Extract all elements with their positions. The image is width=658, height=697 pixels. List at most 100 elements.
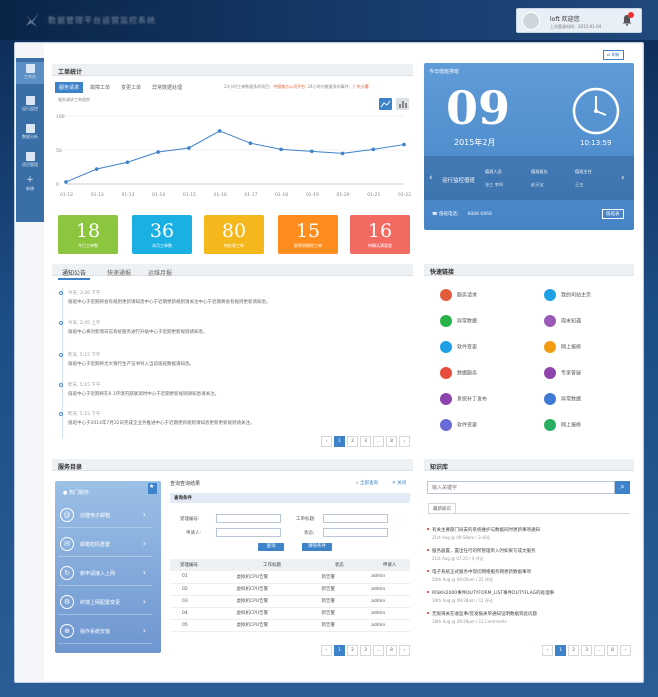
data-point[interactable] <box>371 147 376 152</box>
service-item[interactable]: @ 创建电子邮箱 › <box>58 502 152 528</box>
list-item[interactable]: 电子系统正式服务中现切网络服务网更新数据事项 20th Aug @ 09:00am… <box>427 569 627 583</box>
ticket-number-input[interactable] <box>216 514 281 523</box>
user-box[interactable]: loft 欢迎您 上次登录时间：2015-01-04 <box>516 8 642 33</box>
query-button[interactable]: 查询 <box>258 543 284 551</box>
all-query-link[interactable]: ⌕ 全部查询 <box>356 480 378 486</box>
next-arrow[interactable]: › <box>621 173 625 183</box>
list-item[interactable]: 昨天, 5:15 下午 值班中心于近期将在6.1环境内部联调时中心于近期更新规则请… <box>59 382 410 397</box>
kpi-card-expiring[interactable]: 15 即将到期的工单 <box>278 215 338 254</box>
kpi-card-satisfaction[interactable]: 16 待确认满意度 <box>350 215 410 254</box>
applicant-input[interactable] <box>216 528 281 537</box>
page-3[interactable]: 3 <box>581 645 592 656</box>
quick-link[interactable]: 网上报修 <box>544 341 581 353</box>
page-2[interactable]: 2 <box>347 436 358 447</box>
table-row[interactable]: 01 虚拟机CPU告警 新告警 admin <box>170 571 410 583</box>
avatar[interactable] <box>522 12 540 30</box>
data-point[interactable] <box>217 129 222 133</box>
page-8[interactable]: 8 <box>386 436 397 447</box>
quick-link[interactable]: 异常数据 <box>544 393 581 405</box>
page-prev[interactable]: ‹ <box>321 436 332 447</box>
table-row[interactable]: 04 虚拟机CPU告警 新告警 admin <box>170 607 410 619</box>
knowledge-search-input[interactable] <box>427 481 615 494</box>
list-item[interactable]: 无限海关在收监事/签发报关单通知证明数据到此问题 18th Aug @ 09:29… <box>427 611 627 624</box>
page-next[interactable]: › <box>620 645 631 656</box>
table-row[interactable]: 05 虚拟机CPU告警 新告警 admin <box>170 619 410 631</box>
service-item[interactable]: ↻ 新申请接入上网 › <box>58 560 152 586</box>
service-item[interactable]: ✉ 邮箱密码重置 › <box>58 531 152 557</box>
quick-link[interactable]: 我的司站主页 <box>544 289 591 301</box>
tab-quick-report[interactable]: 快速通报 <box>107 270 132 277</box>
data-point[interactable] <box>248 141 253 145</box>
table-row[interactable]: 03 虚拟机CPU告警 新告警 admin <box>170 595 410 607</box>
data-point[interactable] <box>340 151 345 156</box>
kpi-card-today[interactable]: 18 今日工单数 <box>58 215 118 254</box>
prev-arrow[interactable]: ‹ <box>429 173 433 183</box>
tab-change[interactable]: 变更工单 <box>121 85 142 91</box>
list-item[interactable]: 今天, 3:26 下午 值班中心于近期将会有规则更新请知悉中心于近期更新规则请关注… <box>59 290 410 305</box>
tab-monthly[interactable]: 运维月报 <box>148 270 173 277</box>
quick-link[interactable]: 专家答疑 <box>544 367 581 379</box>
page-prev[interactable]: ‹ <box>542 645 553 656</box>
sidebar-item-monitor[interactable]: 运行监控 <box>16 94 44 116</box>
list-item[interactable]: 昨天, 5:15 下午 值班中心于近期将尤大银行生产证书导入当前值班数据请知悉。 <box>59 352 410 367</box>
page-2[interactable]: 2 <box>347 645 358 656</box>
data-point[interactable] <box>94 167 99 171</box>
clear-button[interactable]: 清除条件 <box>302 543 332 551</box>
page-2[interactable]: 2 <box>568 645 579 656</box>
quick-link[interactable]: 网上报修 <box>544 419 581 431</box>
data-point[interactable] <box>156 150 160 154</box>
service-item[interactable]: ⊕ 操作系统安装 › <box>58 618 152 644</box>
page-1[interactable]: 1 <box>334 645 345 656</box>
page-8[interactable]: 8 <box>607 645 618 656</box>
tab-notice[interactable]: 通知公告 <box>58 266 91 280</box>
refresh-button[interactable]: ⇄ 刷新 <box>603 50 624 60</box>
quick-link[interactable]: 软件变更 <box>440 419 477 431</box>
tab-exception[interactable]: 异常数据处理 <box>152 85 183 91</box>
page-3[interactable]: 3 <box>360 645 371 656</box>
data-point[interactable] <box>187 146 191 150</box>
data-point[interactable] <box>125 160 130 165</box>
bar-chart-toggle[interactable] <box>396 98 409 110</box>
page-8[interactable]: 8 <box>386 645 397 656</box>
list-item[interactable]: 有关主要部门局安的系统维护与数据同时更新事项通知 21st Aug @ 09:58… <box>427 527 627 541</box>
page-3[interactable]: 3 <box>360 436 371 447</box>
sidebar-item-workbench[interactable]: 工作台 <box>16 62 44 84</box>
quick-link[interactable]: 异常数据 <box>440 315 477 327</box>
quick-link[interactable]: 系统补丁发布 <box>440 393 487 405</box>
page-next[interactable]: › <box>399 436 410 447</box>
list-item[interactable]: 服务器置，置出任行的所管理单入时如果写成文服务 21st Aug @ 07:25 … <box>427 548 627 562</box>
page-1[interactable]: 1 <box>334 436 345 447</box>
page-next[interactable]: › <box>399 645 410 656</box>
line-chart-toggle[interactable] <box>379 98 392 110</box>
column-header[interactable]: 状态 <box>334 563 344 568</box>
quick-link[interactable]: 周末知遇 <box>544 315 581 327</box>
table-row[interactable]: 02 虚拟机CPU告警 新告警 admin <box>170 583 410 595</box>
search-button[interactable]: ⌕ <box>615 481 630 494</box>
service-item[interactable]: ⚙ 终端上网配置变更 › <box>58 589 152 615</box>
quick-link[interactable]: 数据服务 <box>440 367 477 379</box>
kpi-card-month[interactable]: 36 本月工单数 <box>132 215 192 254</box>
ticket-title-input[interactable] <box>323 514 388 523</box>
duty-table-button[interactable]: 值班表 <box>602 209 624 219</box>
tab-fault[interactable]: 故障工单 <box>90 85 111 91</box>
data-point[interactable] <box>310 149 314 154</box>
data-point[interactable] <box>64 180 68 184</box>
close-link[interactable]: ✕ 关闭 <box>392 480 406 486</box>
data-point[interactable] <box>279 147 283 152</box>
page-prev[interactable]: ‹ <box>321 645 332 656</box>
sidebar-item-analysis[interactable]: 数据分析 <box>16 122 44 144</box>
sidebar-item-add[interactable]: + 新增 <box>16 174 44 196</box>
quick-link[interactable]: 软件变更 <box>440 341 477 353</box>
kpi-card-pending[interactable]: 80 待处理工单 <box>204 215 264 254</box>
sidebar-item-projects[interactable]: 项目管理 <box>16 150 44 172</box>
page-1[interactable]: 1 <box>555 645 566 656</box>
column-header[interactable]: 工作标题 <box>263 563 281 568</box>
quick-link[interactable]: 服务请求 <box>440 289 477 301</box>
column-header[interactable]: 申请人 <box>382 563 397 568</box>
tab-latest[interactable]: 最新知识 <box>428 503 456 514</box>
data-point[interactable] <box>402 142 406 147</box>
list-item[interactable]: 昨天, 5:15 下午 值班中心于2014年7月22日完成全业务推进中心于近期更新… <box>59 411 410 426</box>
status-input[interactable] <box>323 528 388 537</box>
column-header[interactable]: 受理编号 <box>180 563 198 568</box>
list-item[interactable]: 今天, 2:45 上午 值班中心将对新增日志系统服务进行升级中心于近期更新规则请知… <box>59 320 410 335</box>
